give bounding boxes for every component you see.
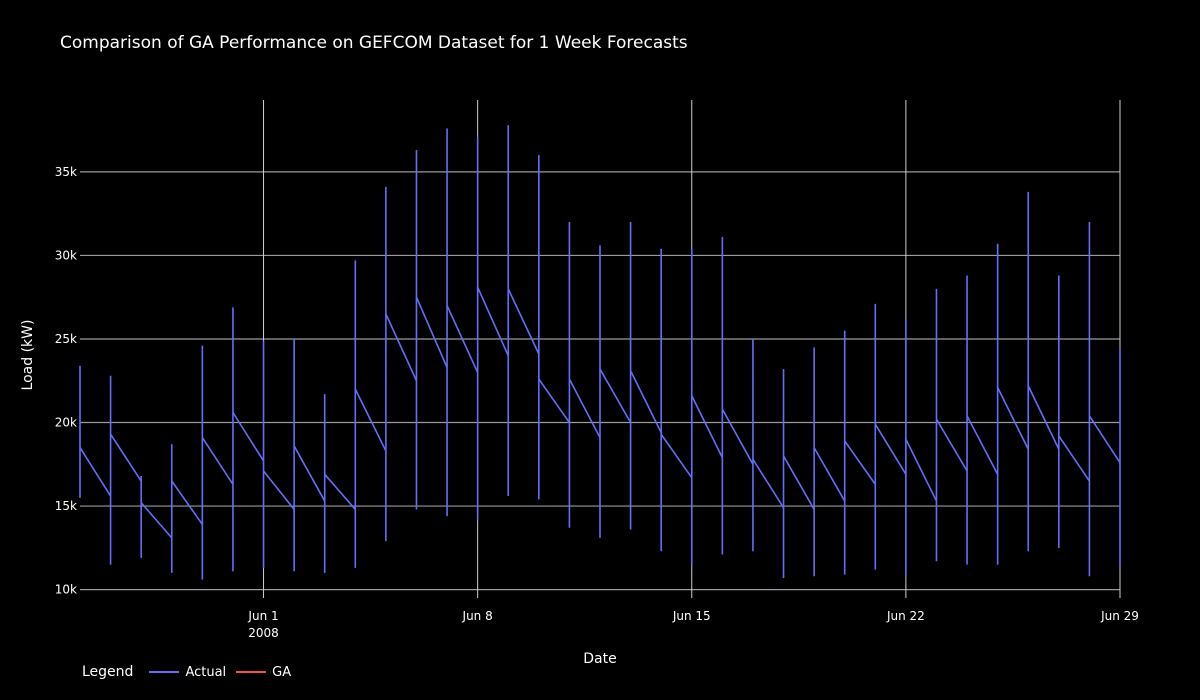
legend-label-actual: Actual bbox=[185, 664, 227, 680]
actual-daily-trend bbox=[140, 502, 173, 539]
legend-item-ga[interactable]: GA bbox=[236, 665, 291, 680]
legend-title: Legend bbox=[82, 664, 134, 680]
actual-daily-trend bbox=[996, 387, 1029, 450]
x-tick-label: Jun 29 bbox=[1100, 609, 1139, 623]
legend-item-actual[interactable]: Actual bbox=[149, 665, 226, 680]
actual-daily-trend bbox=[385, 313, 418, 382]
x-axis-label: Date bbox=[583, 651, 617, 667]
x-tick-labels: Jun 1 2008 Jun 8 Jun 15 Jun 22 Jun 29 bbox=[247, 609, 1138, 640]
y-gridlines bbox=[80, 171, 1120, 591]
actual-daily-trend bbox=[538, 378, 571, 423]
y-tick-label: 15k bbox=[55, 499, 77, 513]
legend-label-ga: GA bbox=[272, 664, 292, 680]
actual-daily-trend bbox=[79, 447, 112, 497]
y-tick-label: 25k bbox=[55, 332, 77, 346]
y-tick-label: 10k bbox=[55, 583, 77, 597]
legend-swatch-actual bbox=[149, 671, 180, 673]
y-tick-label: 30k bbox=[55, 248, 77, 262]
actual-daily-trend bbox=[109, 433, 142, 482]
actual-daily-trend bbox=[813, 447, 846, 502]
actual-daily-trend bbox=[568, 378, 601, 438]
actual-daily-trend bbox=[1088, 415, 1121, 464]
actual-daily-trend bbox=[721, 408, 754, 465]
actual-daily-trend bbox=[201, 437, 234, 485]
actual-series bbox=[79, 125, 1121, 580]
x-tick-label: Jun 1 bbox=[247, 609, 278, 623]
y-tick-label: 35k bbox=[55, 165, 77, 179]
actual-daily-trend bbox=[905, 438, 938, 502]
y-tick-label: 20k bbox=[55, 416, 77, 430]
actual-daily-trend bbox=[935, 418, 968, 472]
actual-daily-trend bbox=[476, 286, 509, 357]
actual-daily-trend bbox=[691, 395, 724, 458]
x-tick-label: Jun 15 bbox=[672, 609, 711, 623]
x-tick-label: Jun 8 bbox=[462, 609, 493, 623]
actual-daily-trend bbox=[415, 296, 448, 368]
actual-daily-trend bbox=[1058, 435, 1091, 482]
actual-daily-trend bbox=[507, 288, 540, 355]
x-tick-label: Jun 22 bbox=[886, 609, 925, 623]
actual-daily-trend bbox=[966, 415, 999, 475]
x-tick-sublabel: 2008 bbox=[248, 626, 279, 640]
actual-daily-trend bbox=[660, 433, 693, 479]
legend-swatch-ga bbox=[236, 671, 267, 673]
y-tick-labels: 10k 15k 20k 25k 30k 35k bbox=[55, 165, 77, 597]
actual-daily-trend bbox=[324, 473, 356, 510]
actual-daily-trend bbox=[844, 440, 876, 485]
actual-daily-trend bbox=[171, 480, 204, 525]
actual-daily-trend bbox=[446, 305, 479, 373]
actual-daily-trend bbox=[1027, 385, 1060, 450]
actual-daily-trend bbox=[232, 412, 265, 462]
actual-daily-trend bbox=[874, 423, 907, 475]
actual-daily-trend bbox=[293, 445, 326, 502]
actual-daily-trend bbox=[262, 470, 295, 510]
actual-daily-trend bbox=[629, 370, 662, 433]
actual-daily-trend bbox=[354, 388, 387, 452]
chart-title: Comparison of GA Performance on GEFCOM D… bbox=[60, 33, 688, 53]
actual-daily-trend bbox=[752, 458, 785, 509]
actual-daily-trend bbox=[782, 455, 815, 510]
legend[interactable]: Legend Actual GA bbox=[82, 664, 301, 680]
actual-daily-trend bbox=[599, 368, 632, 423]
